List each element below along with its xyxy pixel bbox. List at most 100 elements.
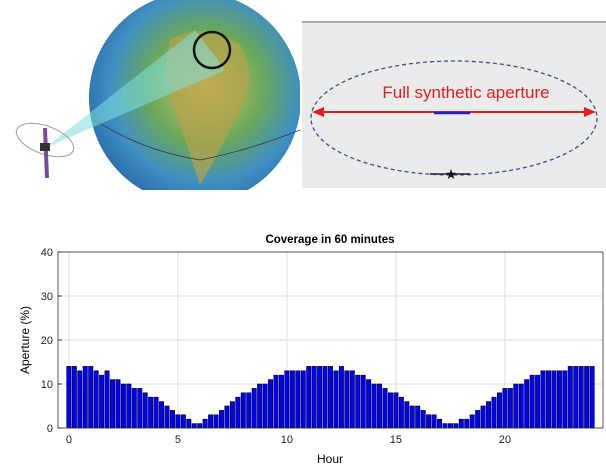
bar	[99, 374, 105, 429]
bar	[202, 418, 208, 429]
bar	[137, 388, 143, 429]
bar	[491, 396, 497, 429]
bar	[148, 396, 154, 429]
bar	[71, 366, 77, 429]
plot-frame	[57, 251, 604, 429]
bar	[300, 370, 306, 429]
bar	[142, 392, 148, 429]
bar	[180, 414, 186, 429]
bar	[317, 366, 323, 429]
x-tick-label: 20	[499, 434, 511, 446]
bar	[382, 388, 388, 429]
bar	[246, 392, 252, 429]
bar	[175, 414, 181, 429]
bar	[415, 405, 421, 429]
bar	[458, 418, 464, 429]
bar	[518, 383, 524, 429]
bar	[529, 374, 535, 429]
bar	[208, 414, 214, 429]
bar	[556, 370, 562, 429]
bar	[496, 392, 502, 429]
bar	[513, 383, 519, 429]
bar	[93, 370, 99, 429]
bar	[268, 379, 274, 429]
bar	[480, 405, 486, 429]
bar	[486, 401, 492, 429]
bar	[273, 374, 279, 429]
bar	[404, 401, 410, 429]
bar	[551, 370, 557, 429]
svg-text:★: ★	[445, 166, 458, 182]
x-tick-label: 5	[175, 434, 181, 446]
bar	[197, 423, 203, 429]
bar	[589, 366, 595, 429]
bar	[333, 370, 339, 429]
bar	[284, 370, 290, 429]
bar	[77, 370, 83, 429]
bar	[289, 370, 295, 429]
bar	[213, 414, 219, 429]
bar	[169, 410, 175, 429]
bar	[420, 410, 426, 429]
bar	[257, 383, 263, 429]
globe-illustration	[15, 0, 300, 190]
bar	[322, 366, 328, 429]
chart-title: Coverage in 60 minutes	[265, 234, 394, 246]
bar	[311, 366, 317, 429]
bar	[464, 418, 470, 429]
bar	[502, 388, 508, 429]
bar	[278, 374, 284, 429]
bar	[366, 379, 372, 429]
bar	[393, 392, 399, 429]
bar	[82, 366, 88, 429]
y-tick-label: 20	[41, 335, 53, 347]
bar	[371, 383, 377, 429]
bar	[524, 379, 530, 429]
bar	[120, 383, 126, 429]
bar	[115, 379, 121, 429]
bar	[584, 366, 590, 429]
bar	[377, 383, 383, 429]
bar	[475, 410, 481, 429]
x-tick-label: 10	[281, 434, 293, 446]
bar	[437, 418, 442, 429]
bar	[153, 396, 159, 429]
x-axis-label: Hour	[317, 452, 343, 466]
bar	[573, 366, 579, 429]
y-tick-label: 0	[47, 423, 53, 435]
y-tick-label: 10	[41, 379, 53, 391]
bar	[431, 414, 437, 429]
bar	[447, 423, 453, 429]
y-tick-label: 40	[41, 247, 53, 259]
bar	[360, 374, 366, 429]
bar	[251, 388, 257, 429]
bar	[295, 370, 301, 429]
aperture-illustration: Full synthetic aperture ★	[302, 21, 606, 188]
bar	[229, 401, 235, 429]
bar	[306, 366, 312, 429]
bar	[567, 366, 573, 429]
bar	[338, 366, 344, 429]
bar	[409, 405, 415, 429]
bar	[328, 366, 333, 429]
bar	[110, 379, 115, 429]
bar	[398, 396, 404, 429]
bar	[66, 366, 72, 429]
bar	[387, 392, 393, 429]
bar	[159, 401, 165, 429]
bar	[344, 370, 350, 429]
bar	[535, 374, 541, 429]
bar	[131, 388, 137, 429]
x-tick-label: 15	[390, 434, 402, 446]
bar	[104, 370, 110, 429]
bar	[88, 366, 94, 429]
bar	[219, 410, 224, 429]
bar	[191, 423, 197, 429]
bar	[507, 388, 513, 429]
bar	[546, 370, 551, 429]
bar	[426, 414, 432, 429]
bar	[469, 414, 475, 429]
bar	[578, 366, 584, 429]
